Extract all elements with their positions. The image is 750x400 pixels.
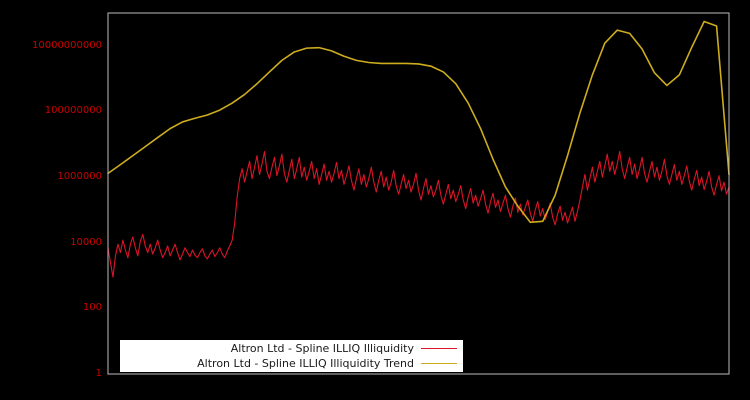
data-series-layer [107, 20, 730, 278]
legend-color-swatch-trend [421, 363, 457, 364]
y-axis-tick-label: 10000 [70, 236, 102, 248]
legend-color-swatch-illiquidity [421, 348, 457, 349]
y-axis-tick-label: 1000000 [57, 171, 102, 183]
legend-entry[interactable]: Altron Ltd - Spline ILLIQ Illiquidity [120, 341, 463, 356]
legend-entry[interactable]: Altron Ltd - Spline ILLIQ Illiquidity Tr… [120, 356, 463, 371]
series-line-trend [107, 20, 730, 224]
y-axis-tick-label: 100 [82, 302, 102, 314]
axes-frame [107, 12, 730, 375]
axes-background [108, 13, 729, 374]
chart-legend[interactable]: Altron Ltd - Spline ILLIQ Illiquidity Al… [120, 340, 463, 372]
y-axis-tick-label: 100000000 [44, 105, 102, 117]
series-line-illiquidity [107, 151, 730, 278]
legend-entry-label: Altron Ltd - Spline ILLIQ Illiquidity Tr… [197, 357, 414, 370]
y-axis-tick-label: 1 [95, 368, 102, 379]
y-axis-tick-label: 10000000000 [32, 39, 102, 51]
legend-entry-label: Altron Ltd - Spline ILLIQ Illiquidity [230, 342, 414, 355]
